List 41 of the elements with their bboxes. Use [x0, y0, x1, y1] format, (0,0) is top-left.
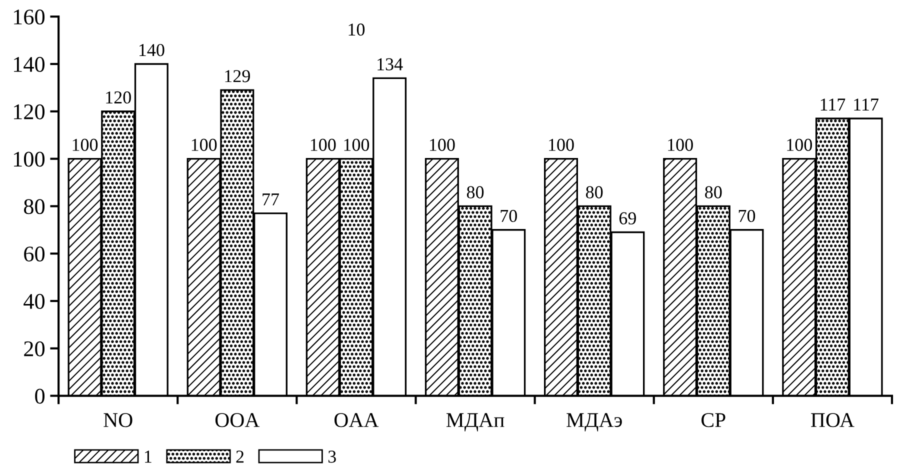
x-tick-label: OAA [334, 413, 379, 428]
data-label: 80 [586, 186, 603, 198]
data-label: 100 [430, 138, 455, 151]
x-tick-label: МДАп [446, 413, 504, 432]
data-label: 80 [705, 186, 722, 198]
y-tick-label: 80 [24, 199, 45, 214]
data-label: 80 [466, 186, 484, 198]
x-tick-label: NO [104, 413, 132, 428]
y-tick-label: 20 [24, 341, 45, 356]
data-label: 100 [72, 138, 98, 151]
y-tick-label: 120 [14, 104, 45, 120]
data-label: 100 [787, 138, 812, 151]
annotation: 10 [348, 23, 365, 36]
data-label: 140 [139, 44, 164, 56]
data-label: 129 [225, 70, 250, 82]
x-tick-label: МДАэ [566, 413, 622, 432]
y-tick-label: 100 [14, 152, 45, 167]
data-label: 100 [668, 138, 693, 151]
data-label: 134 [378, 58, 403, 70]
data-label: 120 [106, 91, 131, 104]
data-label: 100 [192, 138, 217, 151]
data-label: 77 [262, 193, 279, 206]
data-label: 70 [738, 210, 756, 222]
data-label: 69 [619, 212, 636, 224]
data-label: 70 [500, 210, 517, 222]
legend-label: 2 [236, 450, 244, 463]
data-label: 100 [344, 138, 370, 151]
data-label: 117 [854, 98, 878, 110]
x-tick-label: CP [702, 413, 726, 428]
y-tick-label: 160 [14, 10, 45, 25]
y-tick-label: 140 [14, 56, 45, 72]
legend-label: 3 [328, 450, 336, 463]
y-tick-label: 60 [24, 246, 45, 262]
data-label: 117 [820, 98, 846, 110]
x-tick-label: ПОА [811, 413, 854, 428]
legend-label: 1 [145, 450, 152, 463]
x-tick-label: OOA [215, 413, 260, 428]
data-label: 100 [310, 138, 336, 151]
y-tick-label: 40 [24, 294, 45, 309]
y-tick-label: 0 [35, 388, 45, 404]
data-label: 100 [549, 138, 574, 151]
